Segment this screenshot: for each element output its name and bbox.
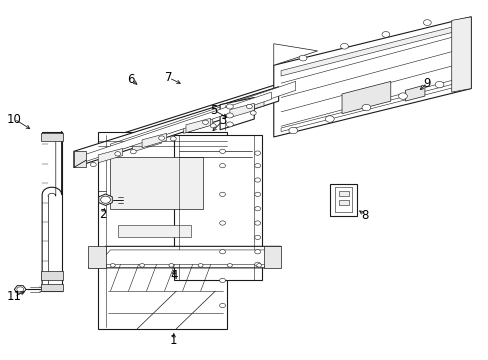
Circle shape bbox=[115, 152, 121, 156]
Circle shape bbox=[140, 264, 144, 267]
Circle shape bbox=[168, 264, 173, 267]
Circle shape bbox=[198, 264, 203, 267]
Circle shape bbox=[398, 93, 407, 99]
Polygon shape bbox=[98, 148, 122, 163]
Polygon shape bbox=[329, 184, 356, 216]
Circle shape bbox=[254, 249, 260, 254]
Circle shape bbox=[158, 136, 164, 140]
Polygon shape bbox=[220, 98, 254, 130]
Circle shape bbox=[254, 235, 260, 239]
Polygon shape bbox=[264, 246, 281, 268]
Polygon shape bbox=[88, 246, 105, 268]
Polygon shape bbox=[74, 87, 278, 167]
Circle shape bbox=[17, 287, 23, 292]
Polygon shape bbox=[41, 284, 62, 291]
Circle shape bbox=[246, 104, 252, 109]
Circle shape bbox=[250, 111, 256, 115]
Polygon shape bbox=[74, 151, 86, 167]
Circle shape bbox=[254, 262, 260, 266]
Polygon shape bbox=[110, 157, 203, 209]
Circle shape bbox=[226, 104, 233, 109]
Text: 1: 1 bbox=[170, 334, 177, 347]
Polygon shape bbox=[451, 17, 470, 92]
Circle shape bbox=[254, 207, 260, 211]
Circle shape bbox=[219, 221, 225, 225]
Text: 6: 6 bbox=[127, 73, 135, 86]
Circle shape bbox=[226, 122, 233, 127]
Polygon shape bbox=[405, 85, 424, 101]
Circle shape bbox=[219, 149, 225, 153]
Circle shape bbox=[254, 151, 260, 155]
Circle shape bbox=[361, 104, 370, 111]
Polygon shape bbox=[41, 134, 62, 140]
Circle shape bbox=[434, 81, 443, 88]
Circle shape bbox=[219, 278, 225, 283]
Polygon shape bbox=[281, 24, 463, 76]
Polygon shape bbox=[99, 194, 112, 206]
Text: 8: 8 bbox=[361, 209, 368, 222]
Polygon shape bbox=[273, 44, 317, 65]
Circle shape bbox=[202, 120, 208, 125]
Circle shape bbox=[288, 127, 297, 134]
Polygon shape bbox=[88, 246, 281, 268]
Circle shape bbox=[227, 264, 232, 267]
Polygon shape bbox=[105, 76, 303, 157]
Circle shape bbox=[90, 162, 96, 167]
Circle shape bbox=[219, 249, 225, 254]
Circle shape bbox=[101, 196, 110, 203]
Circle shape bbox=[254, 163, 260, 168]
Circle shape bbox=[340, 43, 347, 49]
Text: 2: 2 bbox=[99, 208, 106, 221]
Circle shape bbox=[110, 264, 115, 267]
Text: 11: 11 bbox=[7, 290, 22, 303]
Polygon shape bbox=[273, 17, 470, 137]
Polygon shape bbox=[281, 81, 463, 132]
Polygon shape bbox=[132, 134, 161, 152]
Text: 7: 7 bbox=[165, 71, 172, 84]
Circle shape bbox=[130, 149, 136, 154]
Circle shape bbox=[325, 116, 333, 122]
Polygon shape bbox=[234, 97, 264, 115]
Circle shape bbox=[381, 32, 389, 37]
Circle shape bbox=[299, 55, 306, 61]
Polygon shape bbox=[79, 92, 271, 164]
Polygon shape bbox=[183, 116, 212, 134]
Circle shape bbox=[219, 192, 225, 197]
Circle shape bbox=[226, 113, 233, 118]
Text: 5: 5 bbox=[210, 104, 217, 117]
Text: 4: 4 bbox=[170, 269, 177, 282]
Circle shape bbox=[254, 178, 260, 182]
Polygon shape bbox=[110, 81, 295, 153]
Polygon shape bbox=[98, 250, 276, 264]
Circle shape bbox=[423, 20, 430, 26]
Polygon shape bbox=[41, 271, 62, 280]
Polygon shape bbox=[341, 81, 390, 114]
Polygon shape bbox=[118, 225, 190, 237]
Circle shape bbox=[256, 264, 261, 267]
Polygon shape bbox=[142, 134, 166, 148]
Circle shape bbox=[210, 124, 216, 128]
Circle shape bbox=[219, 163, 225, 168]
Polygon shape bbox=[185, 118, 210, 133]
Polygon shape bbox=[338, 191, 348, 196]
Circle shape bbox=[219, 303, 225, 308]
Circle shape bbox=[254, 192, 260, 197]
Text: 3: 3 bbox=[219, 114, 226, 127]
Circle shape bbox=[170, 136, 176, 141]
Circle shape bbox=[254, 221, 260, 225]
Polygon shape bbox=[338, 200, 348, 205]
Polygon shape bbox=[173, 135, 261, 280]
Polygon shape bbox=[229, 103, 254, 118]
Polygon shape bbox=[98, 132, 227, 329]
Text: 9: 9 bbox=[423, 77, 430, 90]
Text: 10: 10 bbox=[7, 113, 22, 126]
Polygon shape bbox=[14, 285, 26, 293]
